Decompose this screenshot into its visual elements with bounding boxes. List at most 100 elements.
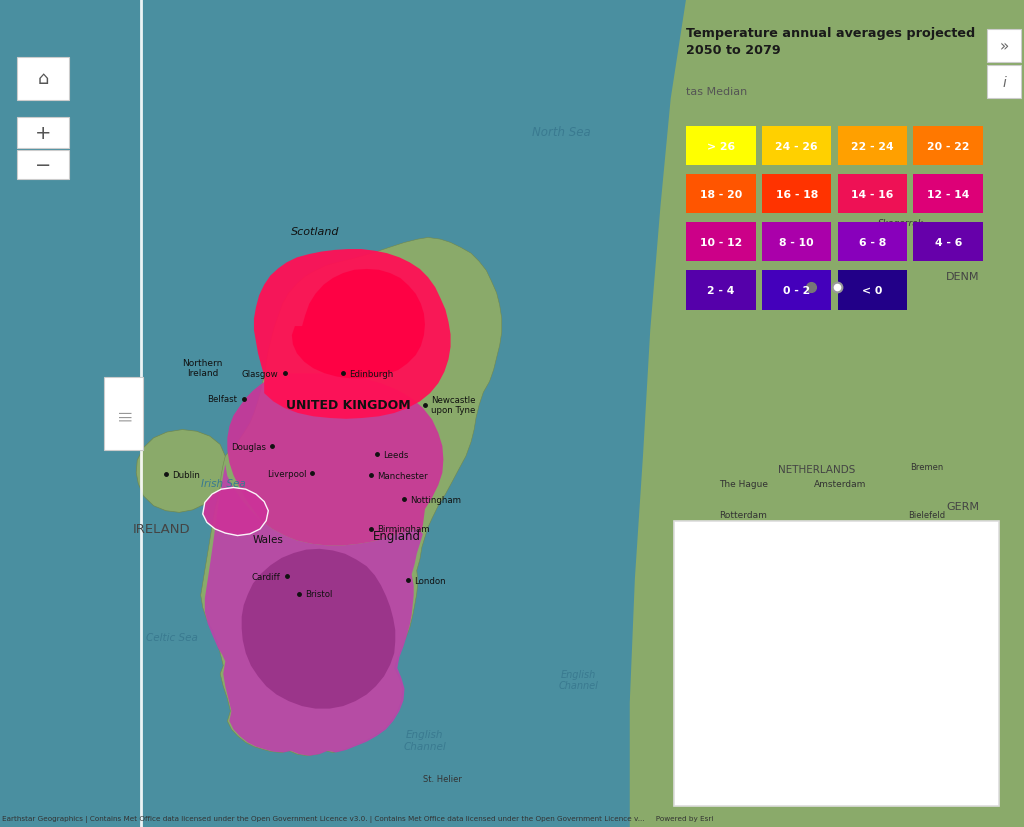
Bar bbox=[762, 270, 831, 310]
Text: Esbjerg: Esbjerg bbox=[864, 287, 897, 295]
Polygon shape bbox=[254, 250, 451, 419]
Text: UNITED KINGDOM: UNITED KINGDOM bbox=[286, 399, 411, 412]
Text: Skagerrak: Skagerrak bbox=[879, 219, 924, 227]
Text: Mannheim: Mannheim bbox=[940, 765, 985, 773]
Text: Dublin: Dublin bbox=[172, 471, 200, 479]
Text: 2 - 4: 2 - 4 bbox=[708, 285, 734, 295]
Polygon shape bbox=[630, 0, 1024, 827]
Text: English
Channel: English Channel bbox=[559, 669, 598, 691]
Text: Bristol: Bristol bbox=[305, 590, 333, 598]
Bar bbox=[913, 127, 983, 166]
Text: Brussels: Brussels bbox=[791, 601, 827, 609]
Text: DENM: DENM bbox=[946, 272, 979, 282]
Bar bbox=[838, 127, 907, 166]
Text: St. Helier: St. Helier bbox=[423, 775, 462, 783]
Text: Leeds: Leeds bbox=[383, 451, 409, 459]
Text: Dusseldorf: Dusseldorf bbox=[853, 552, 898, 560]
Text: Earthstar Geographics | Contains Met Office data licensed under the Open Governm: Earthstar Geographics | Contains Met Off… bbox=[2, 815, 714, 822]
Text: Birmingham: Birmingham bbox=[377, 525, 429, 533]
Bar bbox=[686, 222, 756, 262]
Bar bbox=[762, 174, 831, 214]
Polygon shape bbox=[292, 270, 425, 379]
Bar bbox=[17, 58, 69, 101]
Bar bbox=[686, 270, 756, 310]
Bar bbox=[762, 127, 831, 166]
Text: IRELAND: IRELAND bbox=[133, 523, 190, 536]
Text: Bielefeld: Bielefeld bbox=[908, 510, 945, 519]
Text: Nottingham: Nottingham bbox=[411, 495, 462, 504]
Text: 24 - 26: 24 - 26 bbox=[775, 141, 818, 151]
Text: Frankfurt
am Main: Frankfurt am Main bbox=[955, 710, 994, 729]
Text: The Hague: The Hague bbox=[719, 480, 768, 488]
Text: Glasgow: Glasgow bbox=[242, 370, 279, 378]
Text: Edinburgh: Edinburgh bbox=[349, 370, 393, 378]
Text: London: London bbox=[414, 576, 445, 585]
Text: 6 - 8: 6 - 8 bbox=[859, 237, 886, 247]
Text: |||: ||| bbox=[118, 408, 130, 421]
Text: Scotland: Scotland bbox=[291, 227, 340, 237]
Bar bbox=[987, 30, 1021, 63]
Text: 22 - 24: 22 - 24 bbox=[851, 141, 894, 151]
Polygon shape bbox=[201, 238, 502, 756]
Text: BELGIUM: BELGIUM bbox=[770, 586, 817, 596]
Text: GERM: GERM bbox=[946, 501, 979, 511]
Text: +: + bbox=[35, 124, 51, 142]
Text: North Sea: North Sea bbox=[531, 126, 591, 139]
Text: 20 - 22: 20 - 22 bbox=[927, 141, 970, 151]
Text: Essen: Essen bbox=[868, 527, 893, 535]
Bar bbox=[104, 378, 143, 451]
Bar bbox=[838, 270, 907, 310]
Bar bbox=[838, 174, 907, 214]
Text: 4 - 6: 4 - 6 bbox=[935, 237, 962, 247]
Text: Temperature annual averages projected
2050 to 2079: Temperature annual averages projected 20… bbox=[686, 27, 975, 57]
Text: England: England bbox=[374, 529, 421, 543]
Text: Cologne: Cologne bbox=[868, 576, 903, 585]
Text: Lille: Lille bbox=[713, 629, 731, 637]
FancyBboxPatch shape bbox=[674, 521, 999, 806]
Text: Dortmund: Dortmund bbox=[880, 550, 923, 558]
Text: Bremen: Bremen bbox=[910, 463, 943, 471]
Bar bbox=[17, 151, 69, 179]
Text: Amsterdam: Amsterdam bbox=[813, 480, 866, 488]
Text: Northern
Ireland: Northern Ireland bbox=[182, 358, 223, 378]
Text: 16 - 18: 16 - 18 bbox=[775, 189, 818, 199]
Text: NETHERLANDS: NETHERLANDS bbox=[778, 465, 856, 475]
Text: i: i bbox=[1002, 76, 1006, 89]
Text: Irish Sea: Irish Sea bbox=[201, 479, 246, 489]
Text: Luxembourg: Luxembourg bbox=[813, 686, 870, 695]
Bar bbox=[913, 222, 983, 262]
Text: Saarbrucken: Saarbrucken bbox=[895, 734, 948, 742]
Polygon shape bbox=[136, 430, 227, 513]
Text: −: − bbox=[35, 155, 51, 174]
Text: Belfast: Belfast bbox=[208, 395, 238, 404]
Text: Douai: Douai bbox=[720, 645, 744, 653]
Bar bbox=[686, 127, 756, 166]
Text: 10 - 12: 10 - 12 bbox=[699, 237, 742, 247]
Text: Newcastle
upon Tyne: Newcastle upon Tyne bbox=[431, 396, 475, 414]
Text: Wales: Wales bbox=[253, 534, 284, 544]
Polygon shape bbox=[227, 374, 443, 546]
Text: Rotterdam: Rotterdam bbox=[720, 510, 767, 519]
Polygon shape bbox=[242, 549, 395, 709]
Polygon shape bbox=[203, 488, 268, 536]
Text: 0 - 2: 0 - 2 bbox=[783, 285, 810, 295]
Bar bbox=[987, 66, 1021, 99]
Text: Cardiff: Cardiff bbox=[252, 572, 281, 581]
Text: Antwerp: Antwerp bbox=[749, 562, 787, 571]
Text: Celtic Sea: Celtic Sea bbox=[146, 632, 198, 642]
Text: Manchester: Manchester bbox=[377, 471, 427, 480]
Text: < 0: < 0 bbox=[862, 285, 883, 295]
Text: 14 - 16: 14 - 16 bbox=[851, 189, 894, 199]
Text: > 26: > 26 bbox=[707, 141, 735, 151]
Text: English
Channel: English Channel bbox=[403, 729, 446, 751]
Polygon shape bbox=[205, 465, 423, 756]
Text: tas Median: tas Median bbox=[686, 87, 748, 97]
Text: LUXEMBOURG: LUXEMBOURG bbox=[777, 659, 841, 667]
Text: 12 - 14: 12 - 14 bbox=[927, 189, 970, 199]
Text: »: » bbox=[999, 39, 1009, 54]
Bar bbox=[913, 174, 983, 214]
Text: 8 - 10: 8 - 10 bbox=[779, 237, 814, 247]
Bar bbox=[838, 222, 907, 262]
Bar bbox=[686, 174, 756, 214]
Bar bbox=[762, 222, 831, 262]
